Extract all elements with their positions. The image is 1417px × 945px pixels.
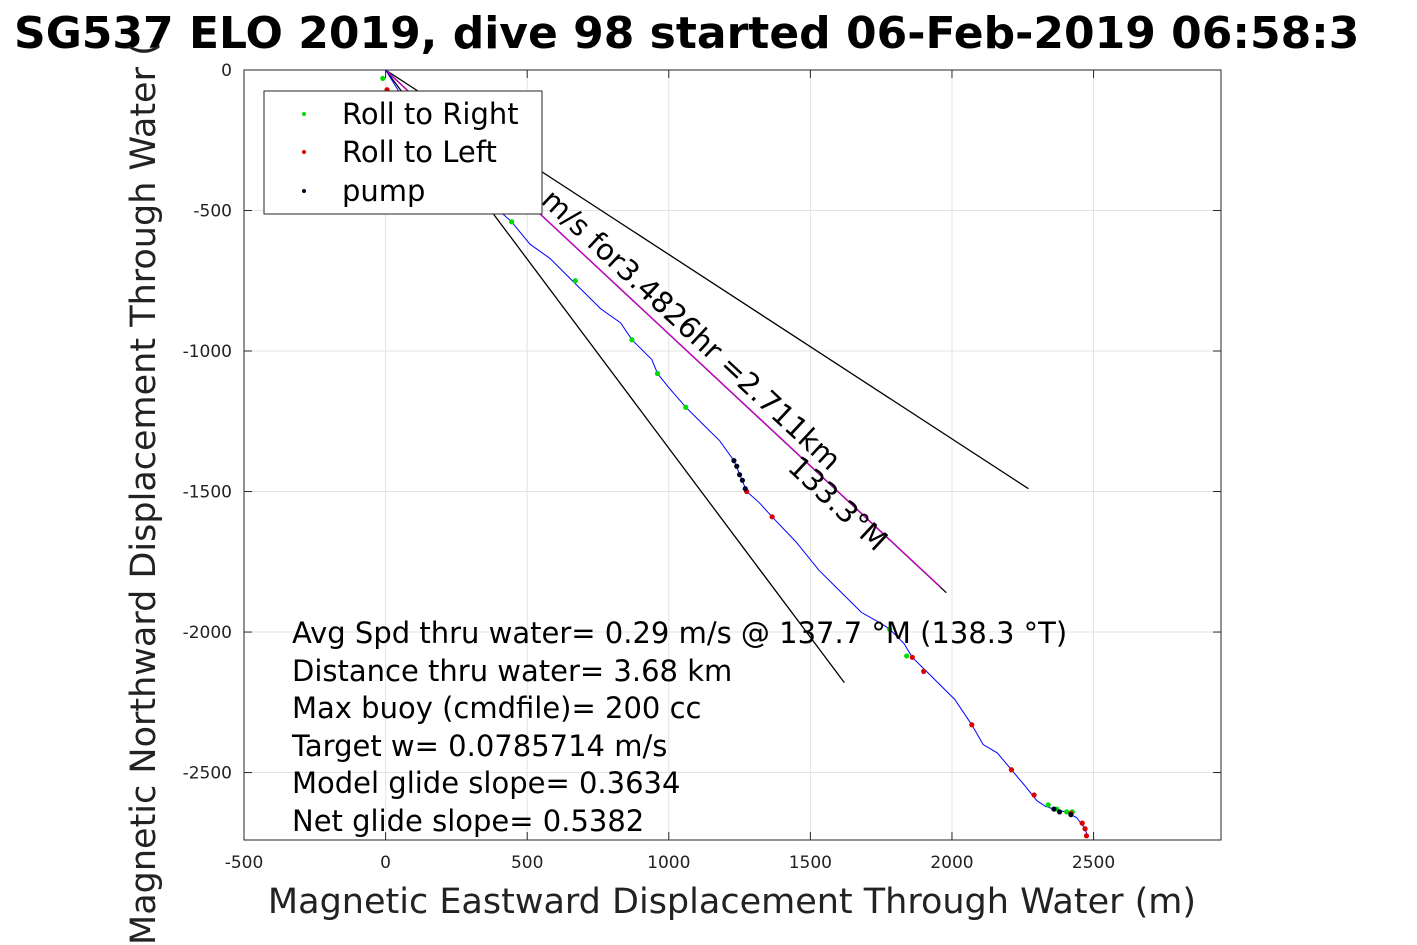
point-roll-to-left	[969, 722, 975, 728]
point-roll-to-left	[1082, 826, 1088, 832]
x-tick-label: 1500	[789, 853, 832, 873]
y-tick-label: -500	[193, 202, 232, 222]
legend-marker-pump	[302, 189, 306, 193]
point-roll-to-right	[509, 219, 515, 225]
y-tick-label: -1000	[183, 342, 232, 362]
point-roll-to-right	[683, 404, 689, 410]
point-roll-to-right	[904, 653, 910, 659]
chart-title: SG537 ELO 2019, dive 98 started 06-Feb-2…	[14, 8, 1359, 59]
point-roll-to-left	[1008, 767, 1015, 773]
x-tick-label: 2500	[1072, 853, 1115, 873]
plot-frame	[243, 69, 1222, 841]
y-tick-label: -2500	[183, 764, 232, 784]
x-tick-label: -500	[225, 853, 264, 873]
point-roll-to-right	[887, 626, 893, 632]
y-tick-label: -2000	[183, 623, 232, 643]
point-roll-to-left	[909, 654, 915, 660]
point-pump	[1056, 809, 1063, 815]
legend-label-roll-left: Roll to Left	[342, 135, 497, 169]
data-points	[380, 75, 1090, 839]
point-roll-to-right	[1045, 802, 1051, 808]
y-axis-ticks: 0 -500 -1000 -1500 -2000 -2500	[183, 61, 1221, 784]
y-axis-label: Magnetic Northward Displacement Through …	[124, 42, 164, 945]
legend: Roll to Right Roll to Left pump	[263, 90, 543, 215]
x-axis-label: Magnetic Eastward Displacement Through W…	[268, 882, 1196, 922]
legend-label-roll-right: Roll to Right	[342, 97, 519, 131]
stat-avg-speed: Avg Spd thru water= 0.29 m/s @ 137.7 °M …	[292, 616, 1067, 650]
y-tick-label: 0	[221, 61, 232, 81]
x-tick-label: 0	[380, 853, 391, 873]
stat-model-glide-slope: Model glide slope= 0.3634	[292, 766, 680, 800]
point-roll-to-right	[629, 337, 635, 343]
point-pump	[739, 477, 746, 483]
point-roll-to-right	[380, 75, 386, 82]
legend-box	[263, 90, 543, 215]
point-roll-to-right	[654, 370, 661, 377]
point-roll-to-left	[1079, 820, 1085, 826]
x-axis-ticks: -500 0 500 1000 1500 2000 2500	[225, 70, 1115, 873]
point-pump	[734, 463, 740, 469]
point-roll-to-left	[769, 514, 775, 520]
point-roll-to-left	[921, 668, 927, 674]
point-pump	[1068, 812, 1074, 818]
legend-marker-roll-left	[302, 150, 306, 154]
legend-marker-roll-right	[302, 112, 306, 116]
stat-net-glide-slope: Net glide slope= 0.5382	[292, 804, 644, 838]
stat-max-buoy: Max buoy (cmdfile)= 200 cc	[292, 691, 701, 725]
point-roll-to-left	[1031, 792, 1037, 798]
x-tick-label: 2000	[930, 853, 973, 873]
point-pump	[736, 472, 743, 478]
stat-distance: Distance thru water= 3.68 km	[292, 654, 732, 688]
point-pump	[742, 486, 748, 492]
y-tick-label: -1500	[183, 483, 232, 503]
stat-target-w: Target w= 0.0785714 m/s	[291, 729, 667, 763]
point-roll-to-right	[1064, 809, 1070, 815]
x-tick-label: 1000	[647, 853, 690, 873]
point-roll-to-right	[572, 278, 578, 284]
point-pump	[1051, 806, 1057, 812]
legend-label-pump: pump	[342, 174, 425, 208]
x-tick-label: 500	[511, 853, 543, 873]
dive-track-line	[385, 69, 1089, 838]
stats-text: Avg Spd thru water= 0.29 m/s @ 137.7 °M …	[291, 616, 1067, 838]
point-roll-to-left	[1083, 833, 1090, 839]
point-pump	[731, 458, 737, 464]
